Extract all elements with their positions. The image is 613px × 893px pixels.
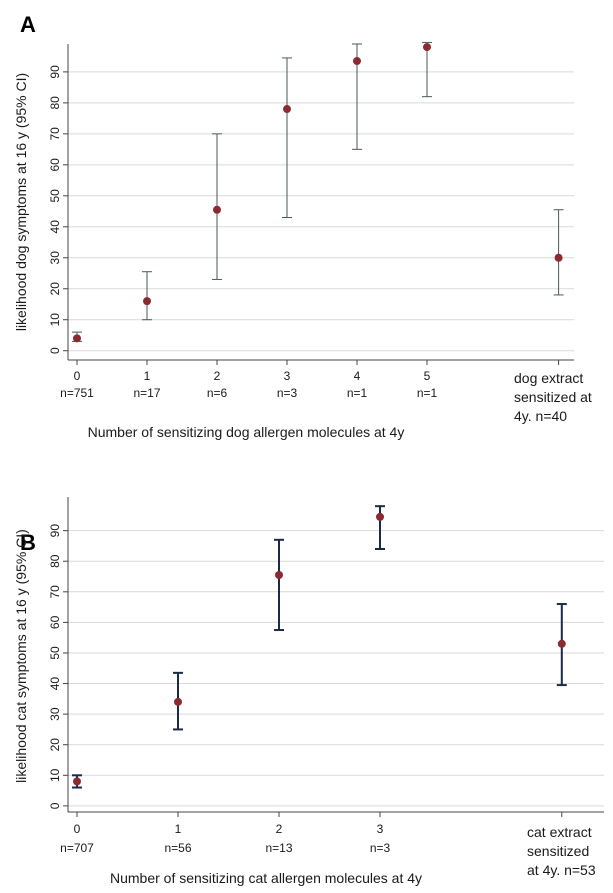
data-point: [557, 639, 566, 648]
y-tick-label: 20: [48, 738, 62, 752]
y-tick-label: 70: [48, 585, 62, 599]
y-tick-label: 80: [48, 96, 62, 110]
y-axis-title: likelihood dog symptoms at 16 y (95% CI): [13, 73, 29, 331]
x-tick-label: 5: [424, 369, 431, 383]
panel-letter: B: [20, 530, 36, 555]
x-count-label: n=56: [164, 841, 191, 855]
y-tick-label: 10: [48, 768, 62, 782]
y-tick-label: 80: [48, 554, 62, 568]
x-axis-title: Number of sensitizing dog allergen molec…: [88, 424, 405, 440]
y-tick-label: 90: [48, 65, 62, 79]
x-tick-label: 4: [354, 369, 361, 383]
x-tick-label: 3: [377, 822, 384, 836]
panel-letter: A: [20, 12, 36, 37]
y-tick-label: 30: [48, 251, 62, 265]
data-point: [353, 57, 361, 66]
x-count-label: n=3: [370, 841, 391, 855]
y-tick-label: 40: [48, 677, 62, 691]
x-count-label: n=1: [417, 386, 438, 400]
x-count-label: n=6: [207, 386, 228, 400]
y-tick-label: 70: [48, 127, 62, 141]
x-tick-label: 2: [276, 822, 283, 836]
extract-label-line: 4y. n=40: [514, 408, 567, 424]
extract-label-line: sensitized: [527, 843, 589, 859]
data-point: [283, 105, 291, 114]
y-tick-label: 50: [48, 189, 62, 203]
chart-panel-b: B 0 10 20 30 40 50 60 70 80 90 0 n=707 1 n=56 2 n=13 3 n=3…: [13, 497, 604, 886]
data-point: [275, 570, 283, 579]
x-tick-label: 1: [175, 822, 182, 836]
x-count-label: n=1: [347, 386, 368, 400]
y-tick-label: 0: [48, 802, 62, 809]
y-axis-title: likelihood cat symptoms at 16 y (95% CI): [13, 529, 29, 783]
x-axis-title: Number of sensitizing cat allergen molec…: [110, 870, 422, 886]
x-count-label: n=3: [277, 386, 298, 400]
x-count-label: n=13: [265, 841, 292, 855]
x-count-label: n=17: [133, 386, 160, 400]
data-point: [554, 253, 563, 262]
x-tick-label: 0: [74, 369, 81, 383]
y-tick-label: 20: [48, 282, 62, 296]
y-tick-label: 60: [48, 615, 62, 629]
y-tick-label: 30: [48, 707, 62, 721]
data-point: [376, 512, 384, 521]
y-tick-label: 90: [48, 524, 62, 538]
y-tick-label: 0: [48, 347, 62, 354]
x-count-label: n=707: [60, 841, 94, 855]
x-count-label: n=751: [60, 386, 94, 400]
x-tick-label: 2: [214, 369, 221, 383]
x-tick-label: 1: [144, 369, 151, 383]
data-point: [213, 205, 221, 214]
y-tick-label: 40: [48, 220, 62, 234]
data-point: [143, 297, 151, 306]
chart-panel-a: A 0 10 20 30 40 50 60 70 80 90 0 n=751 1 n=17 2 n=6 3 n=3 4…: [13, 12, 592, 440]
data-point: [73, 334, 81, 343]
data-point: [423, 43, 431, 52]
x-tick-label: 3: [284, 369, 291, 383]
y-tick-label: 50: [48, 646, 62, 660]
x-tick-label: 0: [74, 822, 81, 836]
data-point: [174, 697, 182, 706]
extract-label-line: sensitized at: [514, 389, 592, 405]
y-tick-label: 60: [48, 158, 62, 172]
data-point: [73, 777, 81, 786]
extract-label-line: cat extract: [527, 824, 592, 840]
extract-label-line: at 4y. n=53: [527, 862, 596, 878]
extract-label-line: dog extract: [514, 370, 583, 386]
y-tick-label: 10: [48, 313, 62, 327]
